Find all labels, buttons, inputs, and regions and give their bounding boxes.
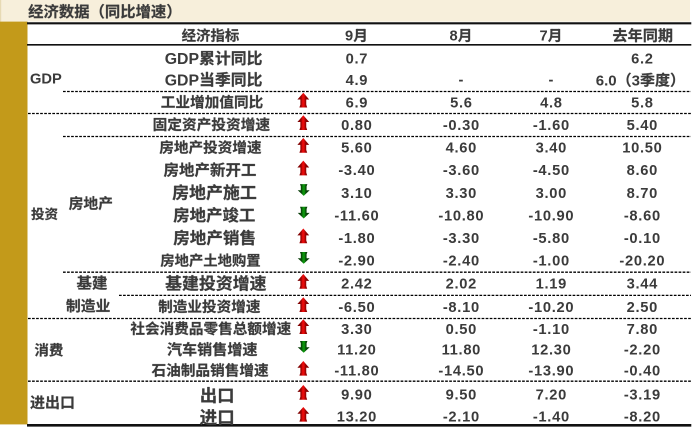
svg-text:-11.60: -11.60: [334, 208, 379, 224]
svg-text:-8.10: -8.10: [443, 300, 480, 316]
svg-text:8.60: 8.60: [627, 163, 658, 179]
svg-text:-1.60: -1.60: [533, 118, 570, 134]
svg-text:3.10: 3.10: [341, 186, 372, 202]
svg-text:4.9: 4.9: [346, 73, 369, 89]
svg-text:8.70: 8.70: [627, 186, 658, 202]
svg-text:9: 9: [345, 29, 353, 45]
svg-text:0.80: 0.80: [341, 118, 372, 134]
svg-text:5.60: 5.60: [341, 141, 372, 157]
svg-text:-8.20: -8.20: [624, 409, 661, 425]
svg-text:4.8: 4.8: [540, 95, 563, 111]
svg-text:-1.00: -1.00: [533, 254, 570, 270]
svg-text:-5.80: -5.80: [533, 231, 570, 247]
svg-text:6.9: 6.9: [346, 95, 369, 111]
svg-text:12.30: 12.30: [531, 343, 571, 359]
svg-text:10.50: 10.50: [622, 141, 662, 157]
svg-text:-0.40: -0.40: [624, 363, 661, 379]
svg-text:0.50: 0.50: [446, 322, 477, 338]
svg-text:-6.50: -6.50: [338, 300, 375, 316]
svg-text:-10.90: -10.90: [528, 208, 574, 224]
svg-text:9.50: 9.50: [446, 388, 477, 404]
svg-text:-3.60: -3.60: [443, 163, 480, 179]
svg-text:0.7: 0.7: [346, 51, 369, 67]
svg-text:2.42: 2.42: [341, 277, 372, 293]
svg-text:1.19: 1.19: [536, 277, 567, 293]
svg-text:-8.60: -8.60: [624, 208, 661, 224]
svg-text:3: 3: [632, 72, 640, 89]
svg-text:5.8: 5.8: [631, 95, 654, 111]
svg-text:5.6: 5.6: [450, 95, 473, 111]
svg-text:6.2: 6.2: [631, 51, 654, 67]
svg-text:-: -: [459, 72, 465, 88]
svg-text:3.44: 3.44: [627, 277, 659, 293]
svg-text:2.50: 2.50: [627, 300, 658, 316]
svg-text:-20.20: -20.20: [619, 254, 665, 270]
svg-text:9.90: 9.90: [341, 388, 372, 404]
svg-text:-3.40: -3.40: [338, 163, 375, 179]
svg-text:-4.50: -4.50: [533, 163, 570, 179]
svg-text:-2.40: -2.40: [443, 254, 480, 270]
svg-text:-10.80: -10.80: [438, 208, 484, 224]
svg-text:GDP: GDP: [30, 71, 62, 87]
svg-text:5.40: 5.40: [627, 118, 658, 134]
svg-text:11.20: 11.20: [337, 343, 376, 359]
svg-text:-0.30: -0.30: [443, 118, 480, 134]
svg-text:-13.90: -13.90: [528, 363, 574, 379]
svg-text:-1.80: -1.80: [338, 231, 375, 247]
svg-text:3.30: 3.30: [341, 322, 372, 338]
svg-text:-2.20: -2.20: [624, 343, 661, 359]
svg-text:-: -: [549, 72, 555, 88]
svg-text:6.0: 6.0: [596, 72, 617, 89]
svg-text:-2.10: -2.10: [443, 409, 480, 425]
svg-text:GDP: GDP: [165, 72, 200, 89]
svg-text:-11.80: -11.80: [334, 363, 379, 379]
svg-text:7: 7: [540, 29, 548, 45]
svg-text:3.40: 3.40: [536, 141, 567, 157]
svg-text:-14.50: -14.50: [438, 363, 484, 379]
svg-text:-0.10: -0.10: [624, 231, 661, 247]
svg-text:-10.20: -10.20: [528, 300, 574, 316]
svg-text:11.80: 11.80: [442, 343, 481, 359]
svg-text:7.80: 7.80: [627, 322, 658, 338]
svg-text:-3.30: -3.30: [443, 231, 480, 247]
svg-text:-1.10: -1.10: [533, 322, 570, 338]
svg-text:-2.90: -2.90: [338, 254, 375, 270]
svg-text:8: 8: [450, 29, 458, 45]
svg-text:3.00: 3.00: [536, 186, 567, 202]
svg-text:3.30: 3.30: [446, 186, 477, 202]
svg-text:2.02: 2.02: [446, 277, 477, 293]
svg-text:4.60: 4.60: [446, 141, 477, 157]
svg-text:7.20: 7.20: [536, 388, 567, 404]
svg-text:-3.19: -3.19: [624, 388, 661, 404]
svg-text:-1.40: -1.40: [533, 409, 570, 425]
svg-text:GDP: GDP: [165, 51, 200, 68]
svg-text:13.20: 13.20: [337, 409, 377, 425]
